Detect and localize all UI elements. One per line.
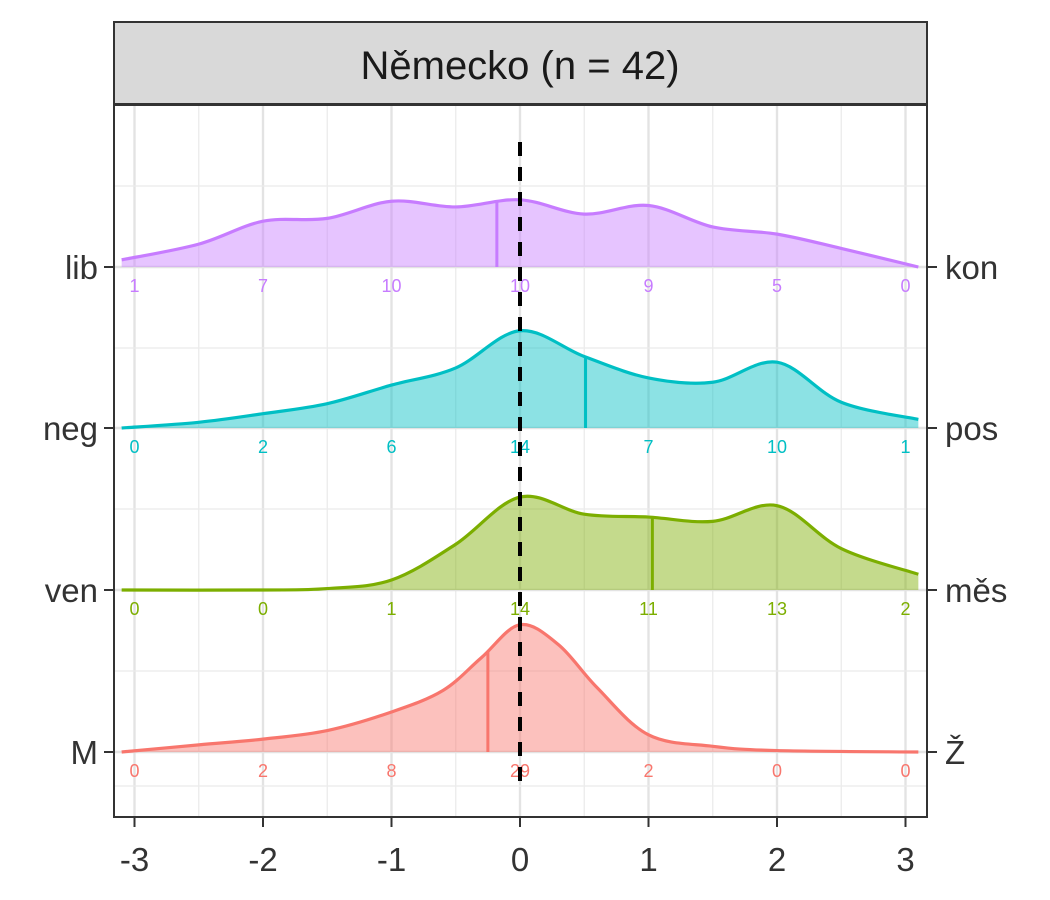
count-label: 0 [900,761,910,781]
count-label: 8 [386,761,396,781]
count-label: 0 [129,761,139,781]
count-label: 6 [386,437,396,457]
strip-header: Německo (n = 42) [113,21,928,105]
x-tick-label: 2 [768,841,786,878]
count-label: 1 [900,437,910,457]
y-tick-label-right: Ž [945,734,965,771]
density-area [121,199,919,267]
count-label: 1 [129,276,139,296]
count-label: 0 [772,761,782,781]
y-tick-label-left: neg [43,410,98,447]
count-label: 10 [381,276,401,296]
y-tick-label-right: měs [945,572,1007,609]
count-label: 0 [258,599,268,619]
count-label: 1 [386,599,396,619]
panel-title: Německo (n = 42) [360,44,679,88]
count-label: 7 [258,276,268,296]
y-tick-label-left: M [71,734,99,771]
count-label: 14 [510,599,530,619]
x-tick-label: 0 [511,841,529,878]
strip-background [113,21,928,105]
count-label: 2 [643,761,653,781]
count-label: 2 [900,599,910,619]
count-label: 9 [643,276,653,296]
x-tick-label: -2 [248,841,277,878]
density-area [121,624,919,752]
x-tick-label: -1 [377,841,406,878]
y-tick-label-left: ven [45,572,98,609]
count-label: 7 [643,437,653,457]
y-tick-label-right: pos [945,410,998,447]
y-tick-label-right: kon [945,249,998,286]
density-line [121,494,919,592]
count-label: 2 [258,761,268,781]
density-line [121,622,919,754]
count-label: 0 [129,437,139,457]
count-label: 5 [772,276,782,296]
y-tick-label-left: lib [65,249,98,286]
count-label: 10 [767,437,787,457]
count-label: 2 [258,437,268,457]
count-label: 0 [129,599,139,619]
ridge-M: 02829200 [121,622,919,781]
x-tick-label: 1 [639,841,657,878]
x-tick-label: 3 [896,841,914,878]
count-label: 11 [639,599,658,619]
count-label: 13 [767,599,787,619]
count-label: 0 [900,276,910,296]
x-tick-label: -3 [120,841,149,878]
count-label: 10 [510,276,530,296]
